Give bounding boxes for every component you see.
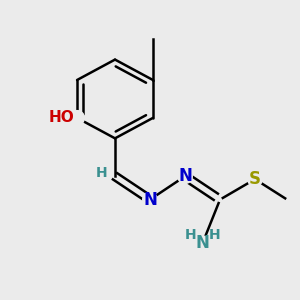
Text: N: N bbox=[196, 234, 209, 252]
Text: N: N bbox=[143, 190, 157, 208]
Circle shape bbox=[248, 172, 262, 187]
Text: H: H bbox=[96, 166, 108, 180]
Circle shape bbox=[143, 192, 157, 207]
Circle shape bbox=[178, 169, 192, 184]
Text: HO: HO bbox=[48, 110, 74, 125]
Text: S: S bbox=[249, 170, 261, 188]
Circle shape bbox=[195, 236, 210, 250]
Circle shape bbox=[70, 111, 84, 125]
Text: H: H bbox=[208, 228, 220, 242]
Text: H: H bbox=[185, 228, 196, 242]
Text: N: N bbox=[178, 167, 192, 185]
